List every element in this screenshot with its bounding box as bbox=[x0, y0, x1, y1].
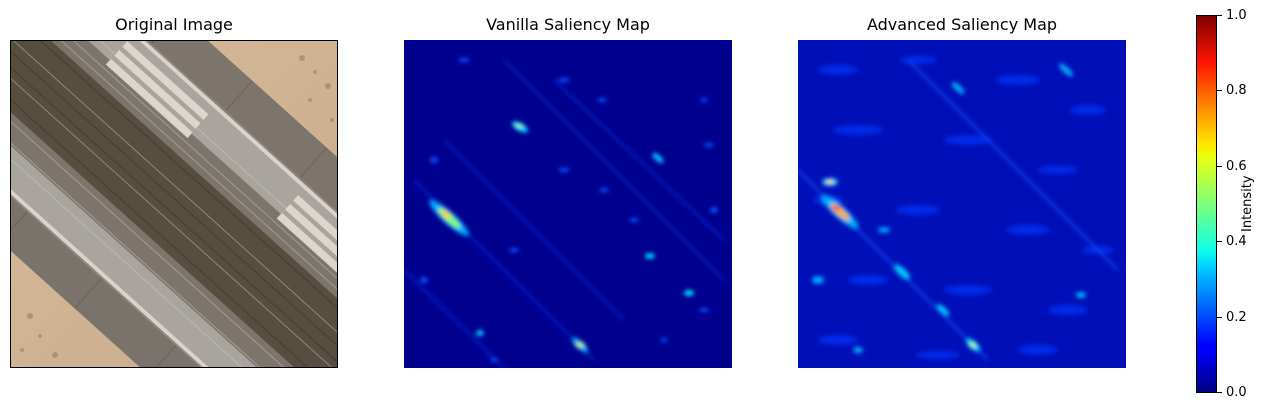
original-image-title: Original Image bbox=[115, 15, 233, 34]
colorbar-tick-1 bbox=[1217, 317, 1222, 318]
colorbar-tick-label: 0.2 bbox=[1226, 310, 1247, 325]
colorbar-tick-label: 1.0 bbox=[1226, 8, 1247, 23]
colorbar-tick-label: 0.6 bbox=[1226, 159, 1247, 174]
colorbar-tick-label: 0.4 bbox=[1226, 234, 1247, 249]
vanilla-saliency-title: Vanilla Saliency Map bbox=[486, 15, 650, 34]
colorbar-tick-4 bbox=[1217, 90, 1222, 91]
original-image bbox=[10, 40, 338, 368]
vanilla-saliency-map bbox=[404, 40, 732, 368]
colorbar-tick-label: 0.8 bbox=[1226, 83, 1247, 98]
colorbar-tick-3 bbox=[1217, 166, 1222, 167]
colorbar-tick-2 bbox=[1217, 241, 1222, 242]
colorbar-tick-label: 0.0 bbox=[1226, 385, 1247, 400]
advanced-saliency-map bbox=[798, 40, 1126, 368]
colorbar-tick-0 bbox=[1217, 392, 1222, 393]
advanced-saliency-title: Advanced Saliency Map bbox=[866, 15, 1058, 34]
colorbar-label: Intensity bbox=[1240, 175, 1255, 233]
colorbar-tick-5 bbox=[1217, 15, 1222, 16]
colorbar bbox=[1196, 15, 1217, 393]
